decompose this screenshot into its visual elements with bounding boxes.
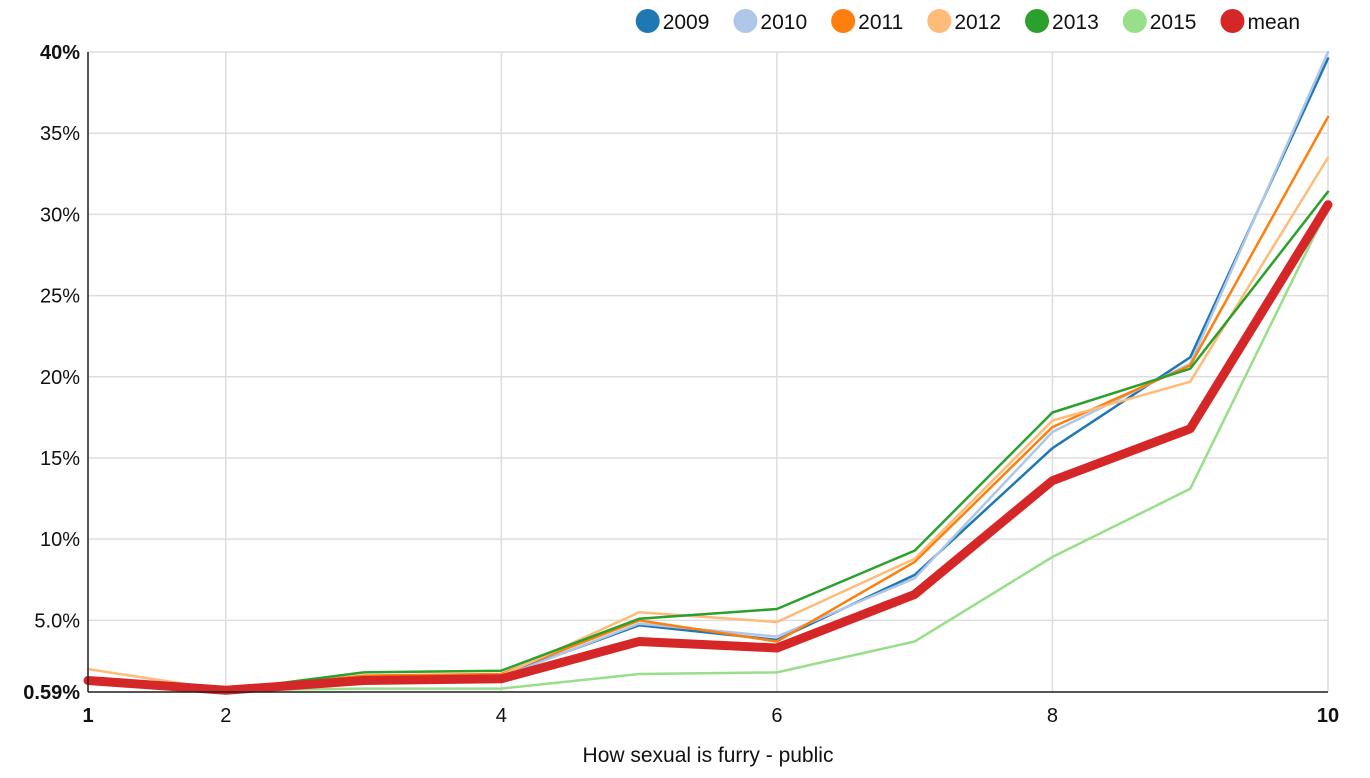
legend-label: mean: [1247, 11, 1300, 34]
y-tick-label: 25%: [40, 286, 80, 308]
legend-label: 2011: [858, 11, 903, 34]
legend-swatch: [927, 9, 952, 33]
x-tick-label: 2: [220, 705, 231, 727]
legend-label: 2012: [954, 11, 1001, 34]
legend-swatch: [1122, 9, 1147, 33]
y-tick-label: 5.0%: [34, 610, 80, 632]
series-line-mean: [83, 200, 1333, 695]
axes: [87, 52, 1328, 693]
legend-item-2012[interactable]: 2012: [927, 9, 1001, 34]
series-line-2009: [86, 57, 1330, 690]
legend-item-2010[interactable]: 2010: [733, 9, 807, 34]
series-lines: [83, 50, 1333, 695]
y-tick-label: 30%: [40, 204, 80, 226]
y-tick-label: 40%: [40, 42, 80, 64]
y-tick-label: 10%: [40, 529, 80, 551]
legend-item-2011[interactable]: 2011: [831, 9, 903, 34]
series-line-2012: [86, 156, 1330, 692]
legend-swatch: [1220, 9, 1245, 33]
legend[interactable]: 2009 2010 2011 2012 2013 2015 mean: [635, 9, 1300, 34]
legend-swatch: [635, 9, 660, 33]
legend-item-2009[interactable]: 2009: [635, 9, 710, 34]
legend-swatch: [733, 9, 758, 33]
tick-labels: 0.59% 5.0% 10% 15% 20% 25% 30% 35% 40% 1 2 4 6 8 10: [23, 42, 1339, 727]
legend-label: 2013: [1052, 11, 1099, 34]
legend-swatch: [1025, 9, 1050, 33]
legend-label: 2015: [1150, 11, 1197, 34]
y-tick-label: 15%: [40, 448, 80, 470]
x-tick-label: 10: [1317, 705, 1339, 727]
x-tick-label: 6: [771, 705, 782, 727]
y-tick-label: 20%: [40, 367, 80, 389]
legend-item-2013[interactable]: 2013: [1025, 9, 1099, 34]
x-axis-label: How sexual is furry - public: [583, 744, 834, 767]
legend-item-2015[interactable]: 2015: [1122, 9, 1197, 34]
legend-item-mean[interactable]: mean: [1220, 9, 1300, 34]
y-tick-label: 0.59%: [23, 682, 80, 704]
x-tick-label: 8: [1047, 705, 1058, 727]
gridlines: [87, 51, 1329, 693]
series-line-2013: [86, 190, 1330, 692]
legend-swatch: [831, 9, 856, 33]
legend-label: 2009: [663, 11, 710, 34]
series-line-2011: [86, 115, 1330, 692]
series-line-2010: [86, 50, 1330, 690]
y-tick-label: 35%: [40, 123, 80, 145]
x-tick-label: 1: [82, 705, 93, 727]
legend-label: 2010: [760, 11, 807, 34]
x-tick-label: 4: [496, 705, 507, 727]
